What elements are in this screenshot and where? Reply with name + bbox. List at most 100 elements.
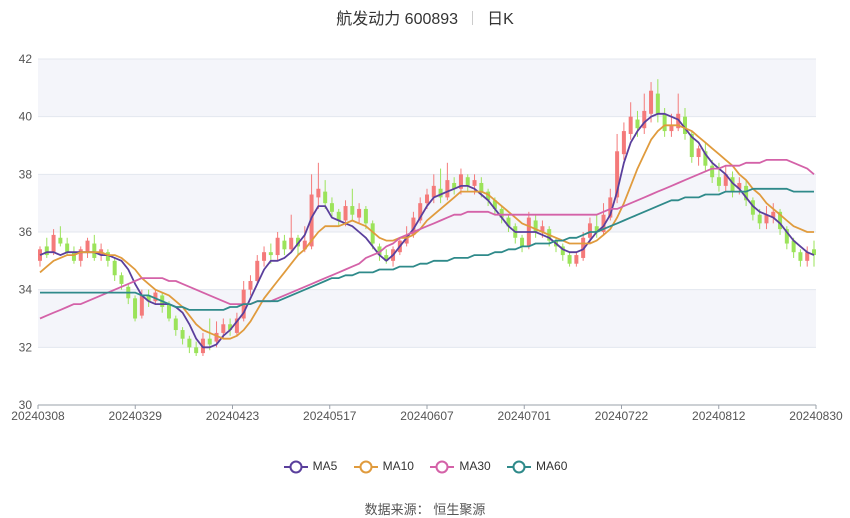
candle-body [621, 131, 626, 155]
source-label: 数据来源： [364, 502, 430, 517]
candle-body [78, 249, 83, 261]
ma60-line [40, 187, 814, 311]
candle-body [431, 185, 436, 198]
source-name: 恒生聚源 [433, 502, 486, 517]
candle-body [51, 234, 56, 253]
y-tick-label: 40 [19, 110, 33, 124]
x-tick-label: 20240308 [11, 409, 65, 423]
y-tick-label: 36 [19, 225, 33, 239]
y-tick-label: 32 [19, 340, 33, 354]
candle-body [499, 208, 504, 218]
candle-body [350, 206, 355, 215]
ma10-line [39, 124, 814, 340]
candle-body [357, 208, 362, 218]
candle-body [119, 275, 124, 284]
y-tick-label: 38 [19, 167, 33, 181]
x-tick-label: 20240722 [595, 409, 649, 423]
candle-body [105, 252, 110, 261]
candle-body [92, 243, 97, 258]
candle-body [812, 249, 816, 256]
ma30-legend-dot [435, 460, 449, 474]
candle-body [262, 252, 267, 261]
period-label: 日K [487, 11, 514, 28]
candle-body [750, 200, 755, 215]
x-tick-label: 20240607 [400, 409, 454, 423]
candle-body [764, 214, 769, 224]
candle-body [200, 338, 205, 354]
candle-body [329, 203, 334, 212]
y-tick-label: 42 [19, 52, 33, 66]
candle-body [58, 237, 63, 244]
x-tick-label: 20240423 [206, 409, 260, 423]
y-tick-label: 34 [19, 283, 33, 297]
candle-body [323, 191, 328, 204]
x-tick-label: 20240517 [303, 409, 357, 423]
candle-body [798, 252, 803, 261]
candle-body [744, 185, 749, 201]
candle-body [723, 174, 728, 186]
candle-body [139, 295, 144, 316]
candle-body [574, 255, 579, 264]
candle-body [710, 165, 715, 178]
candle-body [533, 220, 538, 232]
candle-body [662, 113, 667, 132]
data-source: 数据来源： 恒生聚源 [0, 499, 850, 518]
candle-body [520, 237, 525, 247]
candle-body [268, 252, 273, 256]
legend-item-ma5[interactable]: MA5 [283, 459, 337, 474]
candle-body [649, 90, 654, 114]
legend-label-ma10: MA10 [382, 459, 414, 473]
candle-body [425, 194, 429, 204]
candle-body [458, 174, 463, 189]
candle-body [370, 223, 375, 244]
ma10-legend-dot [359, 460, 373, 474]
x-tick-label: 20240830 [789, 409, 843, 423]
candle-body [187, 338, 192, 348]
candle-body [44, 246, 49, 256]
candle-body [384, 255, 389, 261]
candle-body [85, 240, 90, 253]
candle-body [757, 214, 762, 224]
candle-body [608, 197, 613, 218]
candle-body [234, 318, 239, 333]
candle-body [214, 332, 219, 342]
candle-body [669, 125, 674, 132]
legend-item-ma10[interactable]: MA10 [353, 459, 414, 474]
candle-body [601, 214, 606, 232]
chart-legend: MA5 MA10 MA30 MA60 [0, 459, 850, 474]
legend-label-ma30: MA30 [459, 459, 491, 473]
candle-body [642, 110, 647, 129]
x-tick-label: 20240329 [109, 409, 163, 423]
candle-body [567, 255, 572, 264]
legend-item-ma60[interactable]: MA60 [506, 459, 567, 474]
candle-body [112, 260, 117, 276]
candle-body [248, 281, 253, 290]
candle-body [309, 194, 314, 247]
x-tick-label: 20240812 [692, 409, 746, 423]
candle-body [275, 237, 280, 256]
candle-body [703, 151, 708, 166]
candle-body [635, 119, 640, 129]
candle-body [71, 252, 76, 261]
candle-body [778, 211, 783, 230]
candle-body [445, 180, 450, 198]
candle-body [180, 330, 185, 339]
candle-body [343, 206, 348, 221]
candle-body [207, 338, 212, 345]
candle-body [791, 240, 796, 253]
candle-body [194, 347, 199, 354]
chart-header: 航发动力 600893 日K [0, 5, 850, 28]
candle-body [472, 180, 477, 186]
candle-body [655, 93, 660, 114]
candle-body [696, 148, 701, 158]
legend-item-ma30[interactable]: MA30 [429, 459, 491, 474]
candle-body [221, 324, 226, 333]
x-tick-label: 20240701 [498, 409, 552, 423]
ma30-line [39, 158, 815, 320]
candle-body [411, 217, 416, 235]
candle-body [302, 240, 307, 250]
candle-body [173, 318, 178, 331]
candle-body [465, 177, 470, 186]
candle-body [133, 298, 138, 319]
